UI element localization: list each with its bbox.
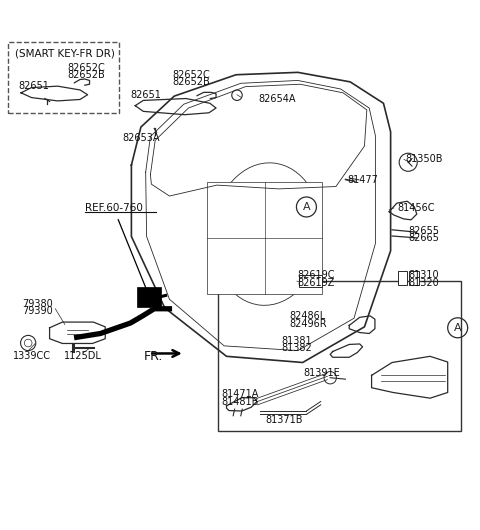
Text: 82652C: 82652C (172, 70, 210, 80)
Text: REF.60-760: REF.60-760 (85, 203, 143, 213)
Text: 82651: 82651 (130, 90, 161, 100)
Text: 82653A: 82653A (122, 132, 160, 143)
Text: 82486L: 82486L (290, 311, 326, 321)
Text: 82655: 82655 (408, 226, 440, 236)
Text: 81456C: 81456C (398, 203, 435, 213)
Text: FR.: FR. (144, 350, 163, 363)
Text: 81320: 81320 (408, 278, 440, 288)
Text: 82652B: 82652B (172, 77, 210, 87)
Bar (207, 182, 322, 294)
Text: 1125DL: 1125DL (64, 351, 102, 361)
Text: A: A (302, 202, 310, 212)
Bar (299, 275, 322, 287)
Text: 81471A: 81471A (222, 390, 259, 400)
Bar (409, 271, 419, 286)
Text: 82496R: 82496R (290, 319, 327, 329)
Text: 82652C: 82652C (67, 63, 105, 73)
FancyBboxPatch shape (8, 42, 120, 113)
Text: 79380: 79380 (22, 299, 53, 309)
Ellipse shape (212, 163, 322, 305)
Text: (SMART KEY-FR DR): (SMART KEY-FR DR) (15, 48, 115, 58)
Bar (398, 271, 407, 286)
Text: 1339CC: 1339CC (12, 351, 50, 361)
Text: 81381: 81381 (281, 336, 312, 346)
FancyBboxPatch shape (137, 287, 161, 307)
Text: 82665: 82665 (408, 233, 440, 243)
Text: 81382: 81382 (281, 343, 312, 353)
Text: A: A (454, 323, 461, 333)
Text: 82619Z: 82619Z (297, 278, 334, 288)
Text: 82654A: 82654A (258, 94, 296, 104)
Text: 79390: 79390 (22, 306, 53, 316)
Text: 82652B: 82652B (67, 70, 105, 80)
Text: 82619C: 82619C (297, 270, 335, 280)
Text: 81477: 81477 (348, 175, 379, 186)
Text: 82651: 82651 (18, 81, 49, 91)
Text: 81350B: 81350B (405, 154, 443, 164)
Text: 81371B: 81371B (266, 414, 303, 425)
Text: 81310: 81310 (408, 270, 439, 280)
Text: 81391E: 81391E (303, 368, 340, 378)
Text: 81481B: 81481B (222, 396, 259, 407)
Bar (218, 281, 461, 430)
